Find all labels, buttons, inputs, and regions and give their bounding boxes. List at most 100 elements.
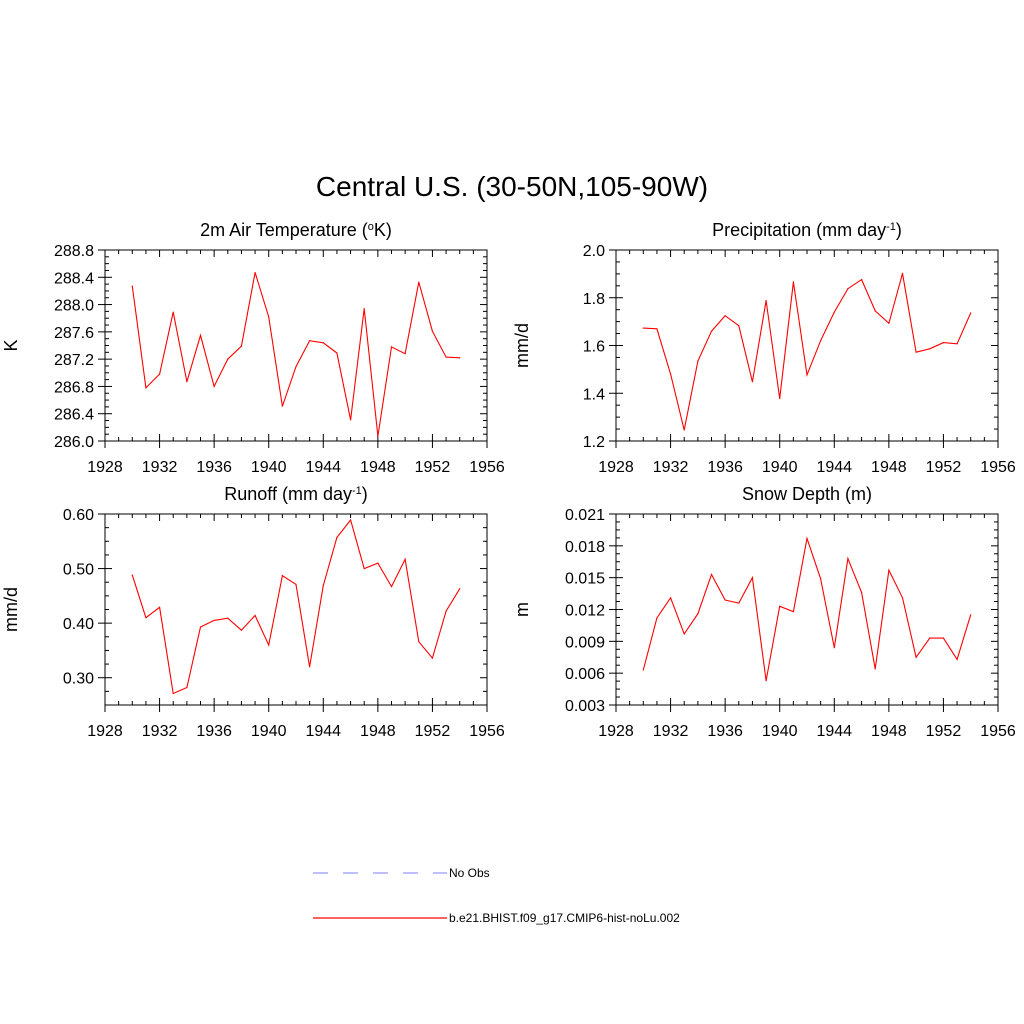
plot-frame bbox=[615, 513, 999, 706]
data-point bbox=[656, 617, 658, 619]
x-tick-label: 1952 bbox=[926, 459, 962, 476]
x-tick-label: 1936 bbox=[196, 459, 232, 476]
data-point bbox=[199, 626, 202, 628]
data-point bbox=[929, 637, 931, 639]
data-point bbox=[459, 588, 461, 590]
x-tick-label: 1940 bbox=[251, 459, 287, 476]
data-point bbox=[322, 584, 324, 587]
data-point bbox=[336, 352, 338, 354]
y-tick-label: 1.8 bbox=[583, 291, 605, 308]
x-tick-label: 1944 bbox=[816, 723, 852, 740]
y-tick-label: 288.0 bbox=[54, 298, 94, 315]
data-point bbox=[254, 614, 256, 617]
x-tick-label: 1944 bbox=[305, 723, 341, 740]
y-tick-label: 288.8 bbox=[54, 243, 94, 260]
data-point bbox=[418, 281, 420, 283]
data-point bbox=[970, 614, 972, 616]
data-point bbox=[349, 419, 352, 421]
x-tick-label: 1948 bbox=[871, 723, 907, 740]
x-tick-label: 1928 bbox=[87, 459, 123, 476]
data-point bbox=[377, 562, 379, 564]
x-tick-label: 1940 bbox=[762, 723, 798, 740]
y-tick-label: 0.018 bbox=[565, 539, 605, 556]
y-tick-label: 0.60 bbox=[63, 507, 94, 524]
x-tick-label: 1932 bbox=[653, 459, 689, 476]
data-point bbox=[186, 381, 188, 383]
data-point bbox=[847, 288, 849, 290]
legend-model-label: b.e21.BHIST.f09_g17.CMIP6-hist-noLu.002 bbox=[449, 911, 680, 925]
data-point bbox=[751, 381, 754, 383]
data-point bbox=[697, 613, 699, 615]
panel-runoff: Runoff (mm day-1) mm/d 1928 1932 1936 1940 194… bbox=[1, 484, 505, 740]
data-point bbox=[445, 610, 447, 612]
data-point bbox=[158, 606, 161, 608]
data-point bbox=[956, 658, 958, 660]
panel-snow-depth: Snow Depth (m) m 1928 1932 1936 1940 1944 1948 1… bbox=[512, 484, 1016, 740]
y-tick-label: 2.0 bbox=[583, 243, 605, 260]
data-point bbox=[833, 647, 835, 649]
x-tick-label: 1956 bbox=[469, 459, 505, 476]
data-point bbox=[792, 611, 794, 613]
data-point bbox=[820, 578, 822, 580]
x-tick-label: 1936 bbox=[707, 459, 743, 476]
y-tick-label: 286.4 bbox=[54, 407, 94, 424]
data-point bbox=[172, 692, 174, 695]
x-tick-label: 1948 bbox=[360, 723, 396, 740]
data-point bbox=[683, 429, 685, 431]
data-point bbox=[295, 366, 297, 368]
data-point bbox=[915, 351, 917, 353]
data-point bbox=[792, 281, 794, 283]
plot-frame bbox=[104, 249, 488, 442]
data-point bbox=[888, 569, 890, 571]
data-point bbox=[970, 312, 972, 314]
data-point bbox=[820, 340, 822, 342]
data-point bbox=[254, 271, 256, 274]
x-tick-label: 1936 bbox=[196, 723, 232, 740]
data-point bbox=[158, 373, 161, 375]
data-point bbox=[295, 583, 297, 585]
data-point bbox=[309, 340, 311, 342]
data-point bbox=[915, 656, 917, 658]
data-point bbox=[431, 657, 434, 659]
data-point bbox=[942, 637, 945, 639]
y-tick-label: 287.6 bbox=[54, 325, 94, 342]
series-line bbox=[131, 518, 461, 695]
y-tick-label: 0.30 bbox=[63, 671, 94, 688]
x-tick-label: 1944 bbox=[816, 459, 852, 476]
x-tick-label: 1928 bbox=[87, 723, 123, 740]
y-tick-label: 0.015 bbox=[565, 571, 605, 588]
y-tick-label: 286.0 bbox=[54, 434, 94, 451]
data-point bbox=[751, 577, 754, 579]
data-point bbox=[363, 308, 365, 310]
data-point bbox=[683, 633, 685, 635]
x-tick-label: 1932 bbox=[142, 723, 178, 740]
data-point bbox=[956, 343, 958, 345]
y-tick-label: 1.2 bbox=[583, 434, 605, 451]
data-point bbox=[404, 353, 406, 355]
panel-air-temperature: 2m Air Temperature (oK) K 1928 1932 1936 1940… bbox=[1, 220, 505, 476]
data-point bbox=[901, 272, 904, 274]
x-tick-label: 1940 bbox=[251, 723, 287, 740]
panel-title: Snow Depth (m) bbox=[742, 484, 872, 504]
data-point bbox=[942, 342, 945, 344]
data-point bbox=[390, 346, 393, 348]
x-tick-label: 1956 bbox=[980, 723, 1016, 740]
data-point bbox=[642, 327, 644, 329]
data-point bbox=[418, 641, 420, 643]
data-point bbox=[322, 342, 324, 344]
data-point bbox=[431, 330, 434, 332]
y-tick-label: 0.012 bbox=[565, 603, 605, 620]
data-point bbox=[724, 315, 726, 317]
data-point bbox=[806, 537, 808, 540]
x-tick-label: 1956 bbox=[469, 723, 505, 740]
y-tick-label: 286.8 bbox=[54, 379, 94, 396]
x-tick-label: 1936 bbox=[707, 723, 743, 740]
x-tick-label: 1948 bbox=[871, 459, 907, 476]
y-tick-label: 0.021 bbox=[565, 507, 605, 524]
data-point bbox=[336, 536, 338, 539]
y-tick-label: 0.006 bbox=[565, 666, 605, 683]
x-tick-label: 1944 bbox=[305, 459, 341, 476]
y-axis-label: mm/d bbox=[512, 323, 532, 368]
y-tick-label: 0.003 bbox=[565, 698, 605, 715]
